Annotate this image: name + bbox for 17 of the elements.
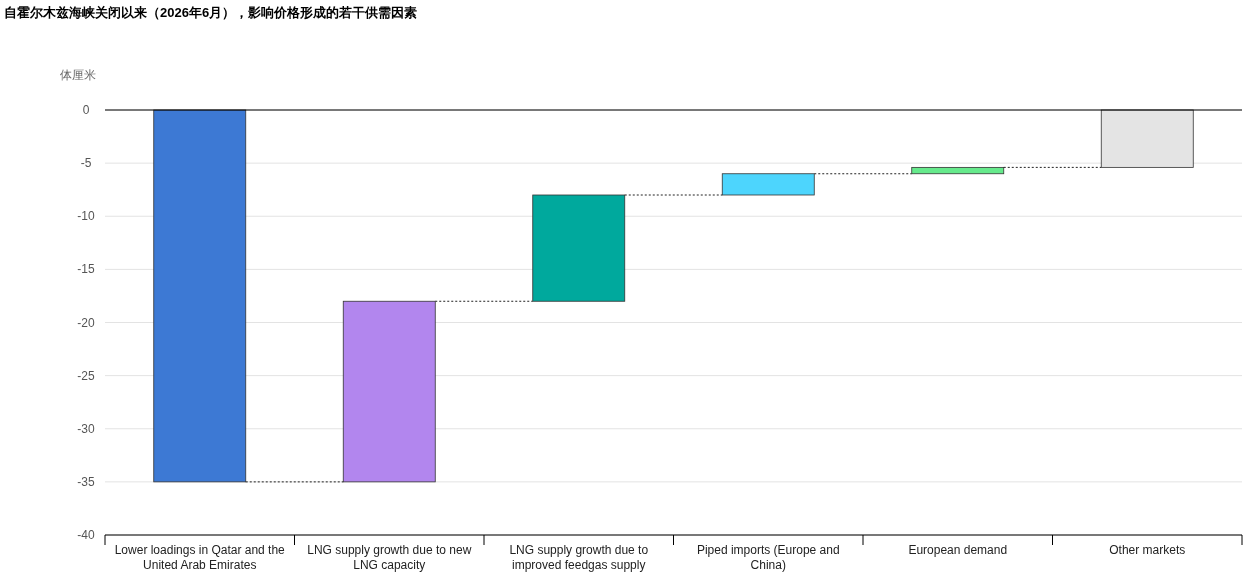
y-tick-label: 0 (82, 103, 90, 117)
x-tick-label: Piped imports (Europe and China) (696, 543, 840, 572)
y-tick-label: -30 (77, 421, 95, 436)
x-tick-label: European demand (908, 543, 1008, 557)
y-tick-label: -15 (77, 262, 95, 277)
y-tick-label: -40 (77, 528, 95, 542)
chart-title: 自霍尔木兹海峡关闭以来（2026年6月），影响价格形成的若干供需因素 (4, 5, 418, 20)
y-tick-label: -20 (77, 315, 95, 330)
x-tick-label: Lower loadings in Qatar and the United Arab Emirates (114, 543, 286, 572)
y-tick-label: -25 (77, 368, 95, 383)
x-tick-label: LNG supply growth due to improved feedgas supply (509, 543, 649, 572)
y-tick-label: -35 (77, 474, 95, 489)
x-tick-label: LNG supply growth due to new LNG capacity (307, 543, 472, 572)
y-axis-title: 体厘米 (60, 68, 96, 82)
y-tick-label: -5 (80, 156, 92, 171)
x-tick-label: Other markets (1109, 543, 1186, 557)
y-tick-label: -10 (77, 209, 95, 224)
